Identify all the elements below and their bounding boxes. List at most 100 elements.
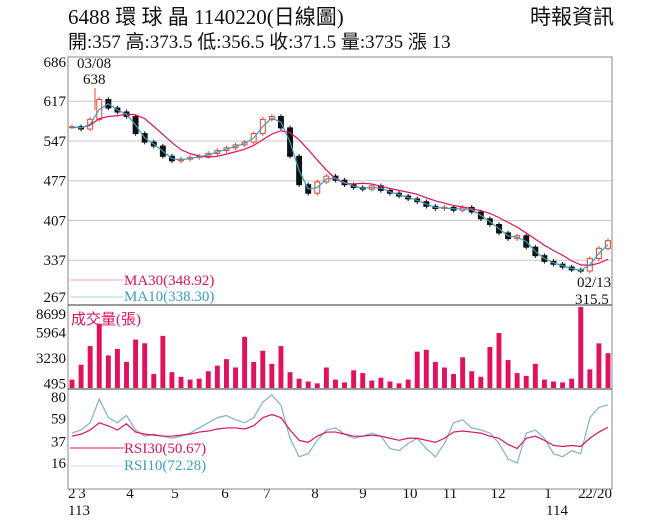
volume-bar <box>296 378 302 388</box>
volume-bar <box>541 379 547 388</box>
volume-bar <box>69 379 75 388</box>
volume-bar <box>260 350 266 388</box>
volume-bar <box>323 367 329 388</box>
volume-bar <box>351 370 357 388</box>
volume-bar <box>251 361 257 388</box>
volume-bar <box>87 346 93 388</box>
x-tick-label: 1 <box>544 486 552 502</box>
volume-bar <box>405 379 411 388</box>
volume-bar <box>233 367 238 388</box>
chart-frame <box>67 56 613 490</box>
chart-title: 6488 環 球 晶 1140220(日線圖) <box>68 5 344 29</box>
volume-bar <box>151 374 157 388</box>
volume-bar <box>569 378 575 388</box>
volume-bar <box>160 335 166 388</box>
volume-bar <box>387 381 393 388</box>
volume-tick-label: 5964 <box>36 325 67 341</box>
source-label: 時報資訊 <box>530 5 614 29</box>
volume-bar <box>142 343 148 388</box>
x-tick-label: 8 <box>311 486 319 502</box>
y-tick-label: 547 <box>44 134 67 150</box>
volume-bar <box>278 346 284 388</box>
volume-bar <box>487 347 493 388</box>
volume-bar <box>523 375 529 388</box>
x-tick-label: 7 <box>263 486 271 502</box>
x-tick-label: 9 <box>359 486 367 502</box>
volume-bar <box>205 371 211 388</box>
volume-bar <box>560 382 566 388</box>
volume-bar <box>178 376 184 388</box>
volume-bar <box>496 333 502 388</box>
year-label: 113 <box>68 503 90 519</box>
ma30-legend: MA30(348.92) <box>124 273 214 289</box>
y-tick-label: 477 <box>44 174 67 190</box>
volume-bar <box>423 349 429 388</box>
low-date-label: 02/13 <box>577 275 611 291</box>
volume-bar <box>314 383 320 388</box>
volume-bar <box>105 355 111 388</box>
volume-bar <box>396 383 402 388</box>
axes: 6866175474774073372678699596432304958059… <box>36 55 612 502</box>
x-tick-label: 2/20 <box>585 486 612 502</box>
rsi-tick-label: 37 <box>51 434 67 450</box>
volume-bar <box>78 364 84 388</box>
y-tick-label: 686 <box>44 55 67 71</box>
volume-bar <box>214 365 220 388</box>
volume-bar <box>514 373 520 388</box>
indicator-lines <box>71 103 609 464</box>
volume-bar <box>587 369 593 388</box>
volume-bar <box>414 351 420 388</box>
volume-bar <box>196 378 202 388</box>
x-tick-label: 11 <box>443 486 457 502</box>
low-value-label: 315.5 <box>575 292 609 308</box>
ma10-line <box>71 103 609 272</box>
volume-bar <box>505 360 511 388</box>
volume-bar <box>124 361 129 388</box>
volume-tick-label: 495 <box>44 376 67 392</box>
volume-bar <box>369 380 375 388</box>
volume-bar <box>551 381 556 388</box>
y-tick-label: 337 <box>44 253 67 269</box>
volume-bar <box>432 361 438 388</box>
year-label: 114 <box>546 503 568 519</box>
rsi-tick-label: 80 <box>51 390 66 406</box>
y-tick-label: 617 <box>44 94 67 110</box>
x-tick-label: 3 <box>78 486 86 502</box>
volume-bar <box>442 367 447 388</box>
volume-bar <box>287 372 293 388</box>
volume-bar <box>605 353 611 388</box>
volume-bar <box>451 374 457 388</box>
volume-bar <box>342 382 347 388</box>
volume-tick-label: 3230 <box>36 351 66 367</box>
volume-bar <box>460 357 466 388</box>
volume-bar <box>596 343 602 388</box>
volume-bar <box>223 359 229 388</box>
ma30-line <box>71 113 609 266</box>
ma10-legend: MA10(338.30) <box>124 289 214 305</box>
rsi30-line <box>71 413 609 450</box>
rsi30-legend: RSI30(50.67) <box>124 441 206 457</box>
rsi-tick-label: 59 <box>51 412 66 428</box>
volume-bar <box>578 307 584 388</box>
x-tick-label: 4 <box>126 486 134 502</box>
y-tick-label: 407 <box>44 213 67 229</box>
rsi10-legend: RSI10(72.28) <box>124 458 206 474</box>
volume-bar <box>114 348 120 388</box>
volume-tick-label: 8699 <box>36 307 66 323</box>
volume-bar <box>269 363 275 388</box>
volume-bar <box>187 379 193 388</box>
volume-bars <box>69 307 611 388</box>
x-tick-label: 2 <box>68 486 76 502</box>
volume-bar <box>360 373 366 388</box>
x-tick-label: 6 <box>221 486 229 502</box>
high-date-label: 03/08 <box>77 56 111 72</box>
volume-bar <box>378 377 384 388</box>
x-tick-label: 5 <box>171 486 179 502</box>
volume-bar <box>133 339 139 388</box>
candle <box>605 240 611 249</box>
rsi-tick-label: 16 <box>51 456 67 472</box>
volume-bar <box>478 376 484 388</box>
x-tick-label: 10 <box>403 486 418 502</box>
volume-bar <box>532 363 538 388</box>
